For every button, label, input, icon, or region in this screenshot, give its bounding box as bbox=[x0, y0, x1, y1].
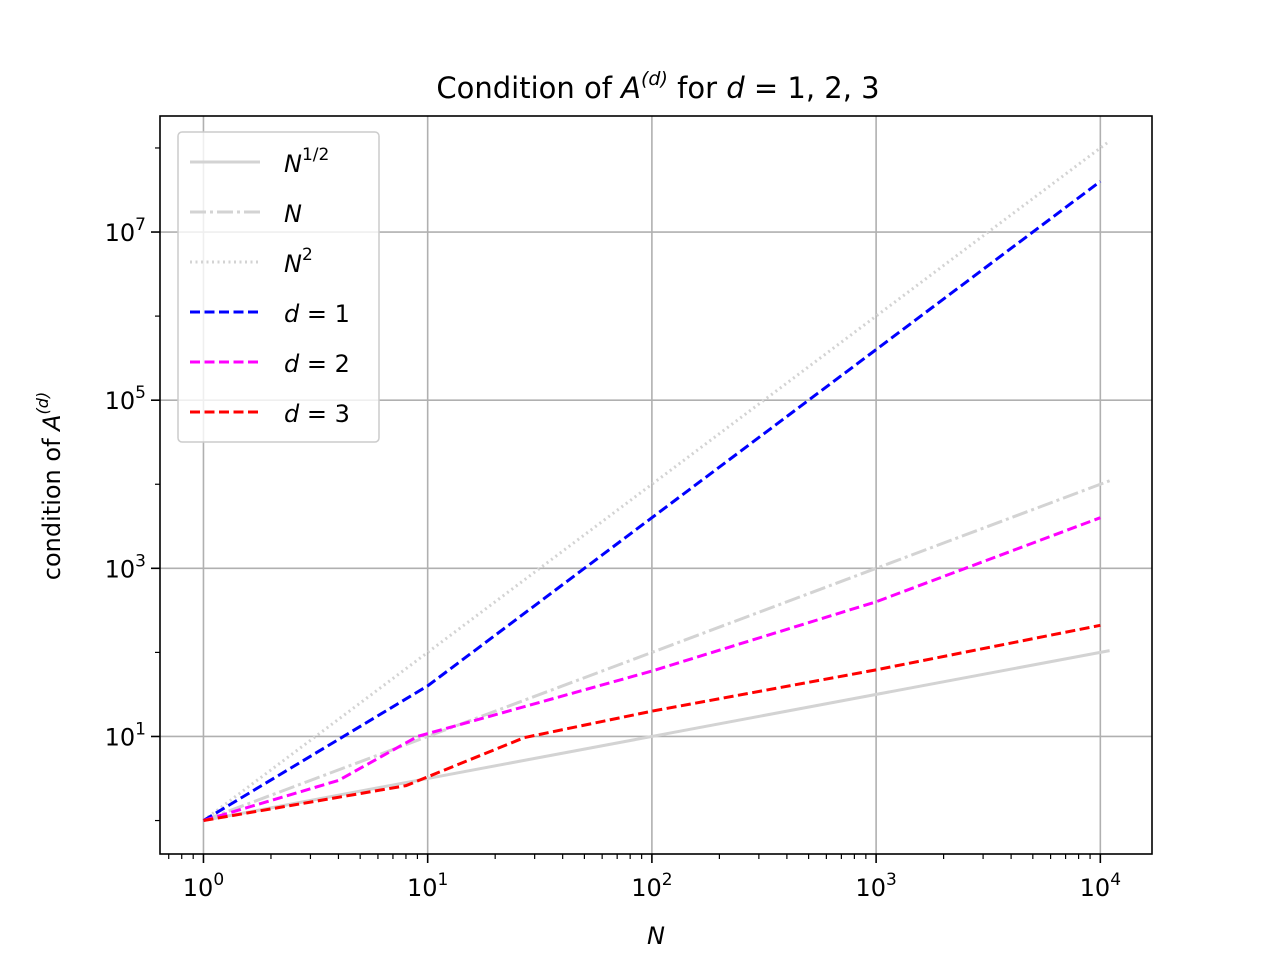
plot-area bbox=[155, 115, 1153, 859]
y-tick-label: 101 bbox=[105, 719, 146, 751]
legend-label: N bbox=[284, 200, 302, 228]
series-line bbox=[203, 516, 1101, 822]
legend-label: d = 2 bbox=[284, 350, 350, 378]
x-axis-ticks: 100 101 102 103 104 bbox=[183, 854, 1121, 902]
legend-label: N1/2 bbox=[284, 145, 329, 178]
series-line bbox=[202, 180, 1102, 822]
series-line bbox=[202, 139, 1111, 822]
legend: N1/2 N N2 d = 1 d = 2 d = 3 bbox=[177, 131, 380, 443]
y-tick-label: 107 bbox=[105, 215, 146, 247]
x-axis-label: N bbox=[647, 922, 665, 950]
series-line bbox=[203, 649, 1110, 823]
y-axis-ticks: 101 103 105 107 bbox=[105, 215, 160, 751]
y-axis-label: condition of A(d) bbox=[33, 392, 66, 580]
minor-ticks bbox=[155, 147, 1091, 859]
legend-box bbox=[177, 131, 380, 443]
legend-label: N2 bbox=[284, 245, 313, 278]
x-tick-label: 103 bbox=[855, 870, 896, 902]
x-tick-label: 101 bbox=[407, 870, 448, 902]
y-tick-label: 103 bbox=[105, 551, 146, 583]
x-tick-label: 104 bbox=[1080, 870, 1121, 902]
y-tick-label: 105 bbox=[105, 383, 146, 415]
legend-label: d = 3 bbox=[284, 400, 350, 428]
series-line bbox=[203, 623, 1101, 823]
series-layer bbox=[202, 139, 1111, 823]
plot-frame bbox=[159, 115, 1153, 855]
x-tick-label: 100 bbox=[183, 870, 224, 902]
legend-label: d = 1 bbox=[284, 300, 350, 328]
x-tick-label: 102 bbox=[631, 870, 672, 902]
chart-title: Condition of A(d) for d = 1, 2, 3 bbox=[436, 68, 879, 105]
